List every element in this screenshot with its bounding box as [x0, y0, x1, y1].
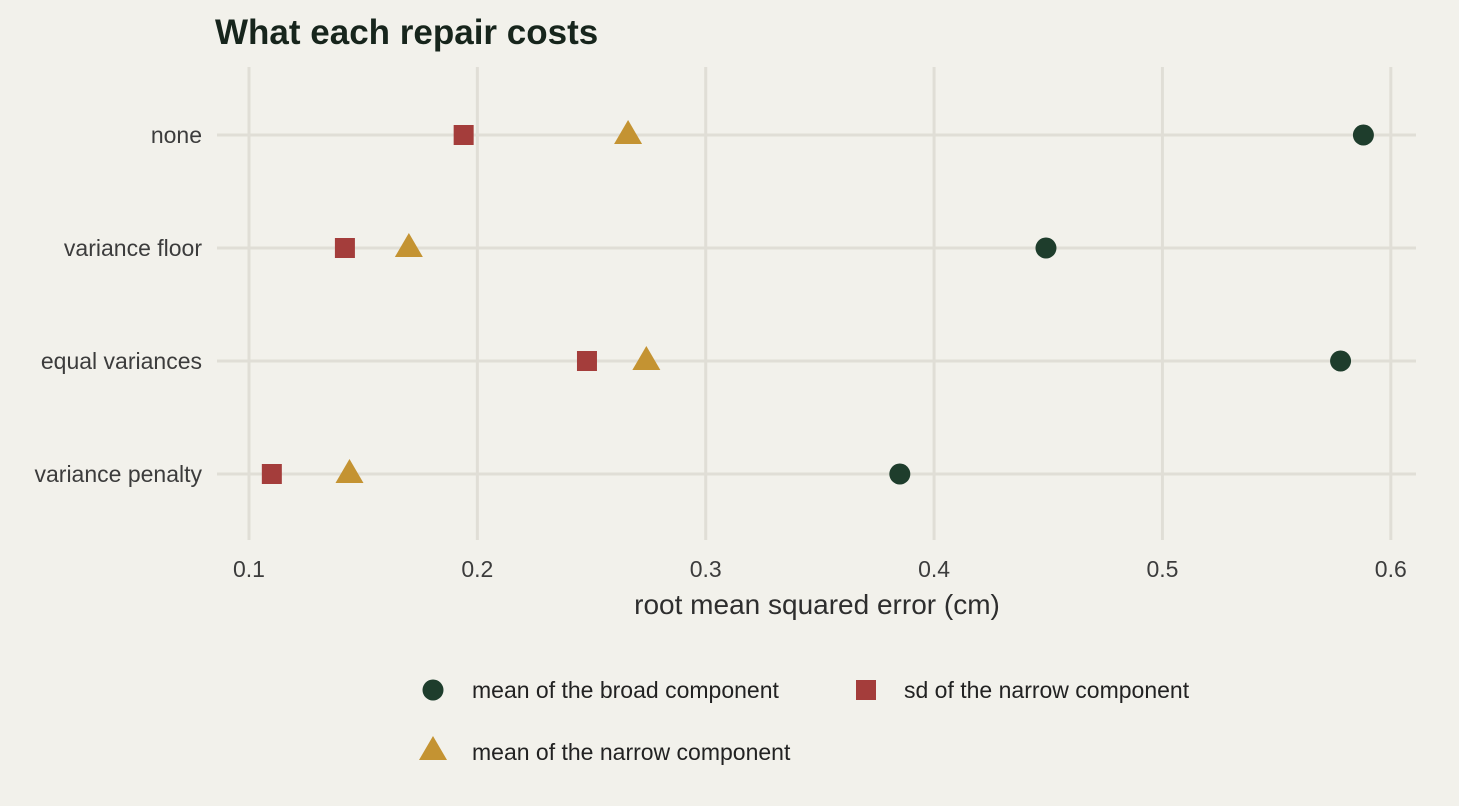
- x-tick-label: 0.6: [1375, 556, 1407, 582]
- legend-circle-icon: [422, 679, 444, 701]
- square-point: [334, 238, 355, 258]
- circle-point: [1352, 124, 1374, 146]
- y-tick-label: none: [151, 122, 202, 148]
- legend-label: sd of the narrow component: [904, 677, 1190, 703]
- circle-point: [1330, 350, 1352, 372]
- grid: [217, 67, 1416, 540]
- legend-square-icon: [856, 680, 876, 700]
- square-point: [576, 351, 597, 371]
- legend-item: mean of the narrow component: [419, 736, 791, 765]
- y-tick-label: variance floor: [64, 235, 202, 261]
- x-tick-label: 0.2: [461, 556, 493, 582]
- x-axis-labels: 0.1 0.2 0.3 0.4 0.5 0.6: [233, 556, 1407, 582]
- triangle-point: [335, 459, 364, 483]
- legend-label: mean of the narrow component: [472, 739, 791, 765]
- legend-item: sd of the narrow component: [856, 677, 1190, 703]
- triangle-point: [394, 233, 423, 257]
- triangle-point: [632, 346, 661, 370]
- legend-item: mean of the broad component: [422, 677, 779, 703]
- circle-point: [889, 463, 911, 485]
- data-points: [261, 120, 1374, 485]
- y-tick-label: equal variances: [41, 348, 202, 374]
- y-axis-labels: none variance floor equal variances varianc…: [35, 122, 203, 487]
- y-tick-label: variance penalty: [35, 461, 203, 487]
- x-tick-label: 0.5: [1146, 556, 1178, 582]
- x-axis-title: root mean squared error (cm): [634, 589, 1000, 620]
- legend-label: mean of the broad component: [472, 677, 779, 703]
- legend-triangle-icon: [419, 736, 447, 760]
- legend: mean of the broad component sd of the nar…: [419, 677, 1190, 765]
- chart-title: What each repair costs: [215, 13, 598, 52]
- x-tick-label: 0.3: [690, 556, 722, 582]
- square-point: [261, 464, 282, 484]
- circle-point: [1035, 237, 1057, 259]
- x-tick-label: 0.1: [233, 556, 265, 582]
- square-point: [453, 125, 474, 145]
- triangle-point: [614, 120, 643, 144]
- x-tick-label: 0.4: [918, 556, 950, 582]
